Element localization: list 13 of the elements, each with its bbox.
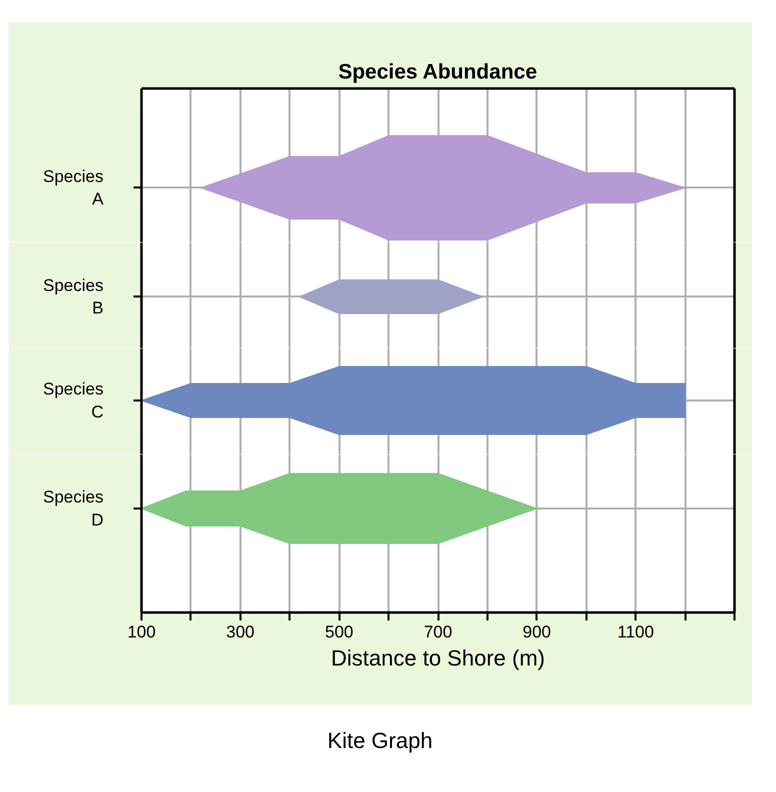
- text: Kite Graph: [327, 727, 433, 755]
- x-tick-label: 500: [324, 622, 354, 642]
- x-tick-label: 100: [127, 622, 156, 642]
- x-tick-label: 300: [226, 622, 255, 642]
- x-tick-label: 900: [522, 622, 552, 642]
- x-axis-title: Distance to Shore (m): [331, 646, 545, 670]
- x-tick-label: 1100: [617, 622, 654, 642]
- x-tick-label: 700: [424, 622, 452, 642]
- y-axis-title: Species B: [43, 276, 104, 318]
- y-axis-title: Species D: [43, 488, 104, 530]
- y-axis-title: Species A: [43, 166, 104, 209]
- y-axis-title: Species C: [43, 380, 104, 422]
- chart-title: Species Abundance: [338, 60, 538, 84]
